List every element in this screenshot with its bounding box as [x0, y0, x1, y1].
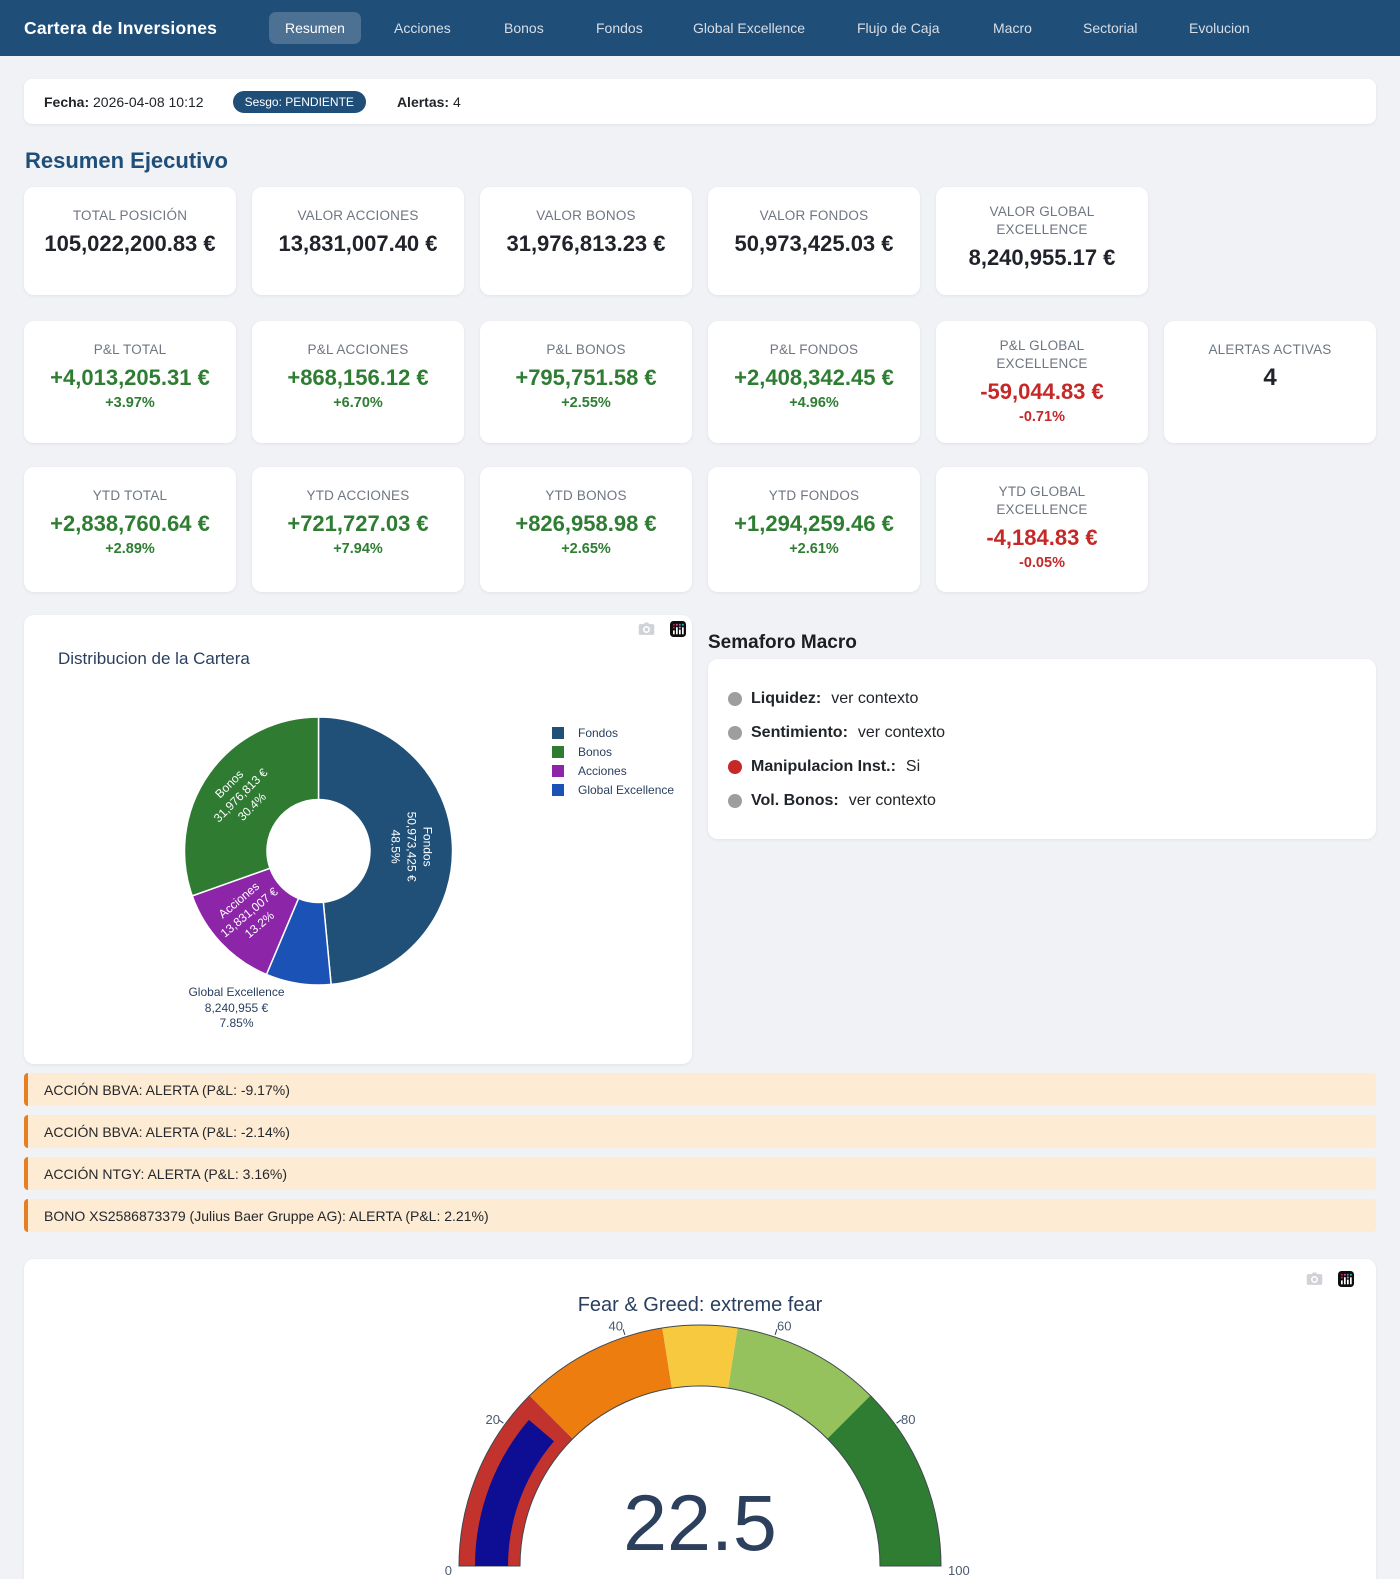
svg-text:0: 0 — [445, 1563, 452, 1578]
svg-text:Global Excellence: Global Excellence — [188, 985, 284, 999]
svg-text:Global Excellence: Global Excellence — [578, 783, 674, 797]
svg-text:7.85%: 7.85% — [219, 1016, 253, 1030]
svg-text:100: 100 — [948, 1563, 970, 1578]
svg-text:8,240,955 €: 8,240,955 € — [205, 1001, 269, 1015]
svg-text:48.5%: 48.5% — [389, 830, 403, 864]
svg-text:20: 20 — [486, 1412, 500, 1427]
svg-text:Fondos: Fondos — [421, 827, 435, 867]
svg-text:40: 40 — [609, 1319, 623, 1334]
svg-text:22.5: 22.5 — [623, 1478, 777, 1567]
svg-text:80: 80 — [901, 1412, 915, 1427]
svg-text:Fear & Greed: extreme fear: Fear & Greed: extreme fear — [578, 1294, 823, 1316]
svg-text:Fondos: Fondos — [578, 726, 618, 740]
svg-text:Bonos: Bonos — [578, 745, 612, 759]
svg-text:50,973,425 €: 50,973,425 € — [405, 812, 419, 882]
svg-text:Acciones: Acciones — [578, 764, 627, 778]
svg-text:60: 60 — [777, 1319, 791, 1334]
